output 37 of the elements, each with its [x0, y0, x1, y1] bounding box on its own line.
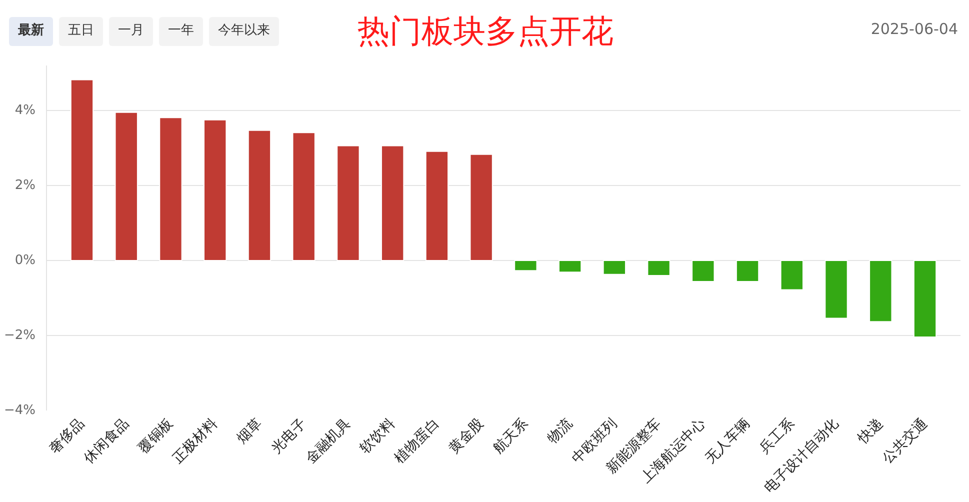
- bar: [780, 260, 804, 290]
- y-tick-label: −4%: [4, 403, 36, 418]
- bar: [913, 260, 937, 338]
- bar: [824, 260, 848, 319]
- bar: [292, 132, 316, 261]
- y-tick-label: 4%: [14, 103, 36, 118]
- bar: [336, 145, 360, 261]
- bar: [70, 79, 94, 261]
- bar: [869, 260, 892, 322]
- text: 五日: [59, 17, 103, 46]
- bar: [248, 130, 272, 261]
- chart-subtitle: 2025-06-04: [870, 19, 958, 40]
- x-tick-label: 黄金股: [446, 416, 487, 457]
- text: 今年以来: [209, 17, 279, 46]
- bar: [425, 150, 449, 261]
- bar: [114, 112, 138, 261]
- bar: [647, 260, 670, 276]
- chart-title: 热门板块多点开花: [358, 12, 614, 50]
- x-tick-label: 物流: [544, 416, 576, 447]
- x-tick-label: 快递: [854, 416, 886, 448]
- text: 一年: [159, 17, 203, 46]
- bar: [204, 119, 227, 261]
- y-tick-label: 0%: [14, 253, 36, 268]
- bar: [558, 260, 582, 273]
- bar: [514, 260, 538, 272]
- x-tick-label: 烟草: [234, 416, 266, 447]
- x-tick-label: 航天系: [490, 416, 532, 457]
- bar: [602, 260, 626, 275]
- bar: [736, 260, 760, 282]
- bar: [692, 260, 715, 282]
- y-tick-label: 2%: [14, 178, 36, 193]
- text: 一月: [109, 17, 153, 46]
- bar: [159, 117, 182, 261]
- text: 最新: [9, 17, 53, 46]
- y-tick-label: −2%: [4, 328, 36, 343]
- bar: [380, 145, 404, 261]
- bar: [470, 154, 493, 261]
